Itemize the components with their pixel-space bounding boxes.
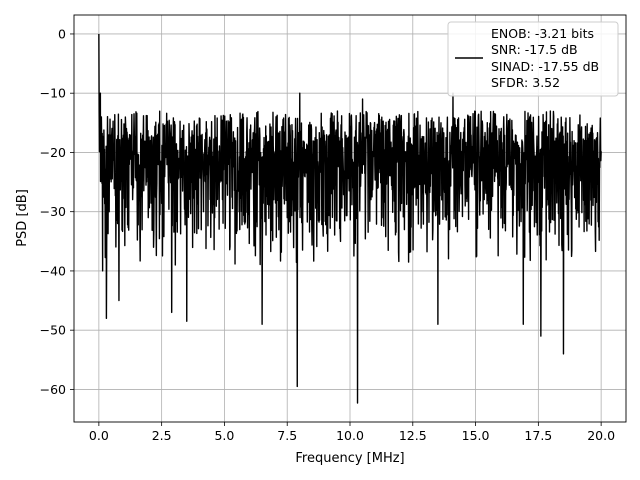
y-tick-label: 0 xyxy=(58,26,66,41)
x-tick-label: 20.0 xyxy=(587,428,615,443)
y-tick-label: −40 xyxy=(40,263,66,278)
legend-snr: SNR: -17.5 dB xyxy=(491,42,578,57)
psd-series-line xyxy=(98,33,602,404)
x-axis-label: Frequency [MHz] xyxy=(295,451,404,466)
x-tick-label: 5.0 xyxy=(214,428,234,443)
x-tick-label: 12.5 xyxy=(399,428,427,443)
x-tick-label: 2.5 xyxy=(152,428,172,443)
y-axis-label: PSD [dB] xyxy=(15,189,30,247)
x-tick-label: 7.5 xyxy=(277,428,297,443)
y-tick-label: −60 xyxy=(40,382,66,397)
y-tick-label: −10 xyxy=(40,86,66,101)
legend-enob: ENOB: -3.21 bits xyxy=(491,26,594,41)
legend: ENOB: -3.21 bits SNR: -17.5 dB SINAD: -1… xyxy=(447,21,619,97)
y-tick-label: −30 xyxy=(40,204,66,219)
legend-sfdr: SFDR: 3.52 xyxy=(491,75,560,90)
series-layer xyxy=(98,33,602,404)
tick-layer: 0.0 2.5 5.0 7.5 10.0 12.5 15.0 17.5 20.0 0 −10 −20 −… xyxy=(40,26,615,443)
y-tick-label: −50 xyxy=(40,323,66,338)
x-tick-label: 17.5 xyxy=(524,428,552,443)
x-tick-label: 10.0 xyxy=(336,428,364,443)
x-tick-label: 0.0 xyxy=(89,428,109,443)
legend-box xyxy=(447,21,619,97)
x-tick-label: 15.0 xyxy=(462,428,490,443)
y-tick-label: −20 xyxy=(40,145,66,160)
legend-sinad: SINAD: -17.55 dB xyxy=(491,59,599,74)
